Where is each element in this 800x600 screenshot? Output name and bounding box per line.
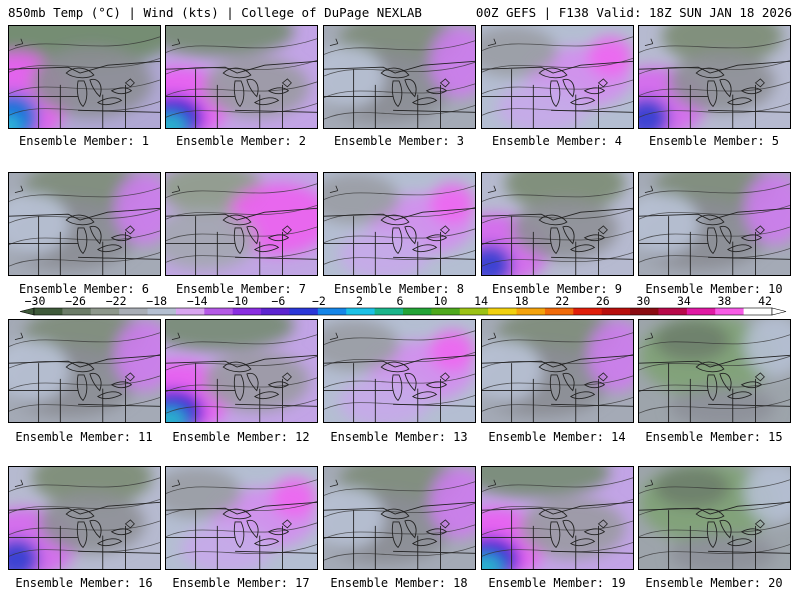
ensemble-member-11-caption: Ensemble Member: 11: [15, 430, 153, 444]
colorbar-swatch: [175, 308, 205, 315]
ensemble-member-3-caption: Ensemble Member: 3: [333, 134, 465, 148]
colorbar-tick-label: 38: [718, 296, 732, 308]
colorbar-swatch: [403, 308, 432, 315]
run-valid-time: 00Z GEFS | F138 Valid: 18Z SUN JAN 18 20…: [475, 5, 792, 20]
colorbar-swatch: [573, 308, 603, 315]
colorbar-left-arrow: [19, 307, 35, 316]
ensemble-member-15-caption: Ensemble Member: 15: [645, 430, 783, 444]
colorbar-swatch: [743, 308, 773, 315]
colorbar-swatch: [601, 308, 631, 315]
ensemble-member-7-caption: Ensemble Member: 7: [175, 282, 307, 296]
colorbar-swatch: [686, 308, 716, 315]
ensemble-member-2-map[interactable]: [165, 25, 318, 129]
temperature-colorbar: −30 −26 −22 −18 −14 −10 −6 −2 2 6 10 14 18 22 26 30 34 38…: [19, 296, 787, 316]
colorbar-swatch: [119, 308, 149, 315]
colorbar-tick-label: −6: [271, 296, 285, 308]
ensemble-member-15-map[interactable]: [638, 319, 791, 423]
colorbar-right-arrow: [771, 307, 787, 316]
colorbar-tick-label: 18: [515, 296, 529, 308]
colorbar-tick-label: 26: [596, 296, 610, 308]
ensemble-member-12-caption: Ensemble Member: 12: [172, 430, 310, 444]
ensemble-member-6-caption: Ensemble Member: 6: [18, 282, 150, 296]
ensemble-member-17-map[interactable]: [165, 466, 318, 570]
ensemble-member-14-map[interactable]: [481, 319, 634, 423]
ensemble-member-5-map[interactable]: [638, 25, 791, 129]
colorbar-swatch: [289, 308, 319, 315]
colorbar-tick-label: 14: [474, 296, 488, 308]
colorbar-tick-label: −14: [187, 296, 208, 308]
colorbar-tick-label: 6: [397, 296, 404, 308]
ensemble-member-16-caption: Ensemble Member: 16: [15, 576, 153, 590]
colorbar-swatch: [261, 308, 290, 315]
colorbar-tick-label: 30: [636, 296, 650, 308]
colorbar-tick-label: 34: [677, 296, 691, 308]
ensemble-member-11-map[interactable]: [8, 319, 161, 423]
colorbar-tick-label: 42: [758, 296, 772, 308]
ensemble-member-10-caption: Ensemble Member: 10: [645, 282, 783, 296]
ensemble-member-7-map[interactable]: [165, 172, 318, 276]
ensemble-member-19-caption: Ensemble Member: 19: [488, 576, 626, 590]
ensemble-member-18-caption: Ensemble Member: 18: [330, 576, 468, 590]
colorbar-swatch: [90, 308, 120, 315]
ensemble-member-1-caption: Ensemble Member: 1: [18, 134, 150, 148]
colorbar-swatch: [374, 308, 404, 315]
ensemble-member-6-map[interactable]: [8, 172, 161, 276]
colorbar-swatch: [630, 308, 659, 315]
ensemble-member-12-map[interactable]: [165, 319, 318, 423]
ensemble-member-2-caption: Ensemble Member: 2: [175, 134, 307, 148]
ensemble-member-4-map[interactable]: [481, 25, 634, 129]
ensemble-member-1-map[interactable]: [8, 25, 161, 129]
ensemble-member-13-map[interactable]: [323, 319, 476, 423]
ensemble-member-8-caption: Ensemble Member: 8: [333, 282, 465, 296]
ensemble-member-16-map[interactable]: [8, 466, 161, 570]
colorbar-swatch: [431, 308, 461, 315]
ensemble-member-14-caption: Ensemble Member: 14: [488, 430, 626, 444]
ensemble-member-9-map[interactable]: [481, 172, 634, 276]
colorbar-swatch: [658, 308, 688, 315]
ensemble-member-3-map[interactable]: [323, 25, 476, 129]
colorbar-swatch: [459, 308, 489, 315]
colorbar-swatch: [62, 308, 92, 315]
colorbar-tick-label: −26: [65, 296, 86, 308]
ensemble-member-20-caption: Ensemble Member: 20: [645, 576, 783, 590]
colorbar-tick-label: 2: [356, 296, 363, 308]
ensemble-member-17-caption: Ensemble Member: 17: [172, 576, 310, 590]
colorbar-swatch: [204, 308, 234, 315]
colorbar-tick-label: 22: [555, 296, 569, 308]
colorbar-swatch: [147, 308, 177, 315]
ensemble-member-10-map[interactable]: [638, 172, 791, 276]
ensemble-member-8-map[interactable]: [323, 172, 476, 276]
colorbar-tick-label: −18: [146, 296, 167, 308]
ensemble-member-13-caption: Ensemble Member: 13: [330, 430, 468, 444]
colorbar-swatch: [317, 308, 347, 315]
ensemble-member-9-caption: Ensemble Member: 9: [491, 282, 623, 296]
chart-title: 850mb Temp (°C) | Wind (kts) | College o…: [8, 5, 422, 20]
colorbar-swatch: [715, 308, 745, 315]
colorbar-swatch: [516, 308, 546, 315]
ensemble-member-20-map[interactable]: [638, 466, 791, 570]
colorbar-swatch: [346, 308, 376, 315]
ensemble-member-4-caption: Ensemble Member: 4: [491, 134, 623, 148]
colorbar-tick-label: −30: [25, 296, 46, 308]
colorbar-tick-label: 10: [434, 296, 448, 308]
ensemble-member-19-map[interactable]: [481, 466, 634, 570]
colorbar-swatch: [232, 308, 262, 315]
colorbar-swatch: [544, 308, 574, 315]
colorbar-tick-label: −10: [227, 296, 248, 308]
ensemble-member-5-caption: Ensemble Member: 5: [648, 134, 780, 148]
ensemble-member-18-map[interactable]: [323, 466, 476, 570]
colorbar-swatch: [34, 308, 63, 315]
colorbar-swatch: [488, 308, 518, 315]
colorbar-tick-label: −2: [312, 296, 326, 308]
colorbar-tick-label: −22: [106, 296, 127, 308]
